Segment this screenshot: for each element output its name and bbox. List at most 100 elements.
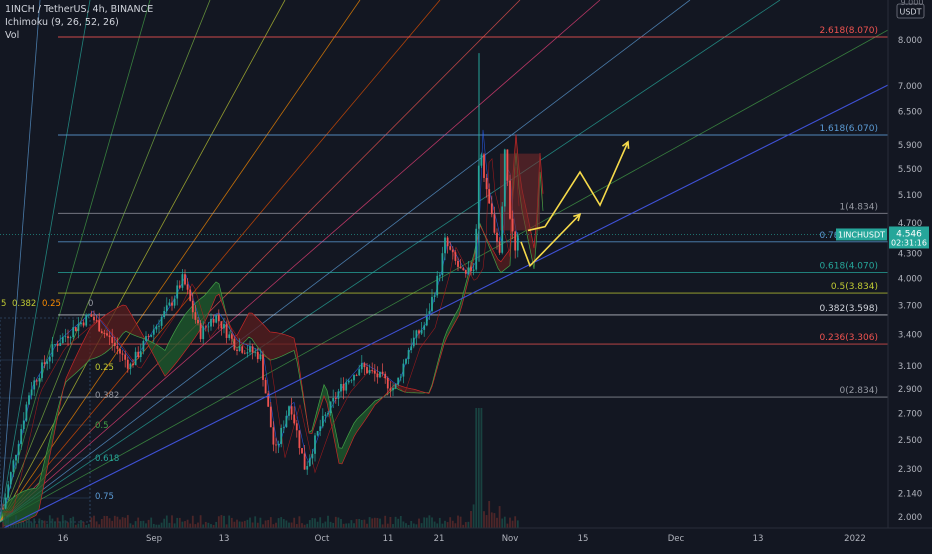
kumo-segment xyxy=(123,304,126,334)
kumo-segment xyxy=(138,326,141,338)
gann-fan-line xyxy=(0,0,691,523)
candle-body xyxy=(100,331,103,334)
volume-bar xyxy=(321,523,324,528)
candle-body xyxy=(137,351,140,358)
volume-bar xyxy=(467,521,470,528)
volume-bar xyxy=(449,517,452,528)
kumo-segment xyxy=(33,488,36,517)
volume-bar xyxy=(410,520,413,528)
candle-body xyxy=(72,327,75,338)
projection-paths[interactable] xyxy=(520,140,630,268)
volume-bar xyxy=(454,523,457,528)
candle-body xyxy=(332,397,335,402)
volume-bar xyxy=(379,518,381,528)
volume-bar xyxy=(269,517,272,528)
candle-body xyxy=(353,375,355,381)
kumo-segment xyxy=(54,412,57,435)
volume-legend[interactable]: Vol xyxy=(5,30,20,41)
ichimoku-legend[interactable]: Ichimoku (9, 26, 52, 26) xyxy=(5,17,119,28)
candle-body xyxy=(225,324,228,338)
volume-bar xyxy=(186,519,189,528)
volume-bar xyxy=(46,523,49,528)
volume-bar xyxy=(147,519,150,528)
kumo-segment xyxy=(291,336,294,352)
symbol-title[interactable]: 1INCH / TetherUS, 4h, BINANCE xyxy=(5,4,154,15)
volume-bar xyxy=(121,517,124,528)
candle-body xyxy=(108,335,111,338)
kumo-segment xyxy=(132,315,135,336)
candle-body xyxy=(69,337,72,339)
volume-bar xyxy=(337,517,340,528)
volume-bar xyxy=(74,524,77,528)
trend-line[interactable] xyxy=(0,84,889,531)
candle-body xyxy=(415,330,418,338)
kumo-segment xyxy=(24,489,27,522)
candle-body xyxy=(87,314,90,316)
candle-body xyxy=(472,269,475,271)
support-trendline xyxy=(0,84,889,531)
candle-body xyxy=(59,343,62,346)
volume-bar xyxy=(340,519,342,528)
volume-bar xyxy=(358,518,361,528)
candle-body xyxy=(98,320,101,332)
senkou-a xyxy=(2,153,544,507)
candle-body xyxy=(433,295,436,297)
candle-body xyxy=(241,346,244,353)
volume-bar xyxy=(428,515,431,528)
candle-body xyxy=(410,346,413,351)
kumo-segment xyxy=(447,324,450,338)
volume-bar xyxy=(412,523,415,528)
volume-bar xyxy=(496,517,498,528)
kumo-segment xyxy=(459,298,462,316)
time-tick-label: 11 xyxy=(383,534,394,544)
gann-fan-line xyxy=(0,0,151,523)
candle-body xyxy=(230,334,233,339)
volume-bar xyxy=(314,518,316,528)
candle-body xyxy=(319,426,322,432)
candle-body xyxy=(15,454,17,461)
time-tick-label: Dec xyxy=(668,534,685,544)
fib-label: 0.382(3.598) xyxy=(819,304,878,314)
volume-bar xyxy=(308,520,311,528)
volume-bar xyxy=(288,522,290,528)
projection-path-2 xyxy=(527,141,629,232)
kumo-segment xyxy=(90,325,93,360)
candle-body xyxy=(324,414,327,416)
candle-body xyxy=(7,484,10,498)
candle-body xyxy=(366,367,368,374)
candle-body xyxy=(152,329,155,335)
volume-bar xyxy=(399,515,402,528)
volume-bar xyxy=(327,515,329,528)
gann-top-label: 0 xyxy=(88,299,93,309)
price-tick-label: 2.500 xyxy=(898,436,922,446)
candle-body xyxy=(93,316,95,321)
time-axis[interactable]: 16 Sep 13 Oct 11 21 Nov 15 Dec 13 2022 xyxy=(0,527,932,550)
candle-body xyxy=(215,315,218,323)
candle-body xyxy=(158,325,160,327)
volume-bar xyxy=(306,523,309,528)
candle-body xyxy=(379,371,381,378)
kumo-segment xyxy=(333,418,336,449)
candle-body xyxy=(462,268,465,270)
volume-bar xyxy=(480,408,483,528)
candle-body xyxy=(293,414,296,424)
kumo-segment xyxy=(150,341,153,355)
candle-body xyxy=(368,369,371,374)
time-tick-label: Oct xyxy=(315,534,330,544)
volume-bar xyxy=(9,522,12,528)
candle-body xyxy=(490,203,493,215)
volume-bar xyxy=(392,524,394,528)
candle-body xyxy=(360,363,363,370)
kumo-segment xyxy=(93,322,96,359)
volume-bar xyxy=(61,515,64,528)
candle-body xyxy=(394,384,397,388)
candle-body xyxy=(493,214,496,233)
volume-bar xyxy=(238,521,241,528)
candle-body xyxy=(483,154,485,178)
candle-body xyxy=(436,275,439,296)
volume-bar xyxy=(259,517,262,528)
candle-body xyxy=(176,285,179,299)
